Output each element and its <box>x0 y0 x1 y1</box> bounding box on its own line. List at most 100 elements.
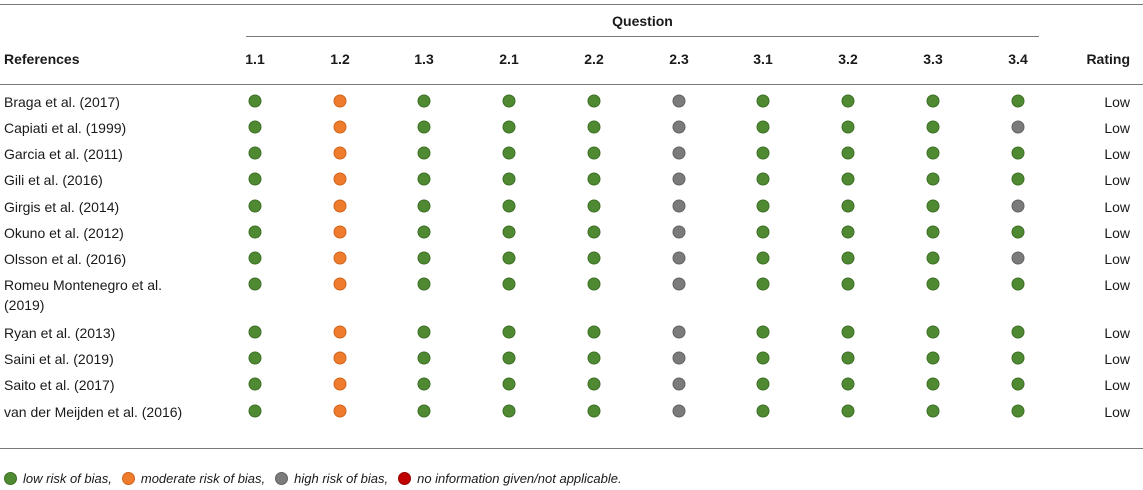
moderate-risk-dot-icon <box>333 94 347 108</box>
low-risk-dot-icon <box>841 351 855 365</box>
rating-cell: Low <box>1104 351 1130 367</box>
legend-item-moderate: moderate risk of bias, <box>121 471 265 486</box>
reference-cell: Gili et al. (2016) <box>4 172 103 188</box>
low-risk-dot-icon <box>841 377 855 391</box>
low-risk-dot-icon <box>417 377 431 391</box>
legend-item-na: no information given/not applicable. <box>398 471 622 486</box>
low-risk-dot-icon <box>502 404 516 418</box>
low-risk-dot-icon <box>502 377 516 391</box>
low-risk-dot-icon <box>756 225 770 239</box>
low-risk-dot-icon <box>926 172 940 186</box>
na-legend-dot-icon <box>398 472 412 485</box>
question-column-header: 3.3 <box>923 51 943 67</box>
high-risk-dot-icon <box>672 225 686 239</box>
low-risk-dot-icon <box>502 146 516 160</box>
low-risk-dot-icon <box>248 251 262 265</box>
low-risk-dot-icon <box>502 225 516 239</box>
low-risk-dot-icon <box>756 172 770 186</box>
low-risk-dot-icon <box>841 404 855 418</box>
low-risk-dot-icon <box>502 277 516 291</box>
low-risk-dot-icon <box>1011 277 1025 291</box>
low-risk-dot-icon <box>756 251 770 265</box>
low-risk-dot-icon <box>756 325 770 339</box>
rating-cell: Low <box>1104 277 1130 293</box>
moderate-risk-dot-icon <box>333 325 347 339</box>
low-risk-dot-icon <box>248 325 262 339</box>
high-risk-dot-icon <box>672 351 686 365</box>
low-risk-dot-icon <box>926 120 940 134</box>
question-column-header: 2.3 <box>669 51 689 67</box>
low-risk-dot-icon <box>926 251 940 265</box>
low-risk-dot-icon <box>756 120 770 134</box>
low-risk-dot-icon <box>841 251 855 265</box>
low-risk-dot-icon <box>926 225 940 239</box>
question-column-header: 1.1 <box>245 51 265 67</box>
low-risk-dot-icon <box>1011 146 1025 160</box>
low-risk-dot-icon <box>587 199 601 213</box>
low-risk-dot-icon <box>248 225 262 239</box>
high-risk-dot-icon <box>1011 120 1025 134</box>
high-risk-dot-icon <box>672 199 686 213</box>
low-risk-dot-icon <box>1011 404 1025 418</box>
low-risk-dot-icon <box>502 351 516 365</box>
low-legend-dot-icon <box>4 472 17 485</box>
reference-cell: Saini et al. (2019) <box>4 351 114 367</box>
moderate-risk-dot-icon <box>333 146 347 160</box>
low-risk-dot-icon <box>248 277 262 291</box>
low-risk-dot-icon <box>756 404 770 418</box>
rating-cell: Low <box>1104 120 1130 136</box>
low-risk-dot-icon <box>587 225 601 239</box>
low-risk-dot-icon <box>417 325 431 339</box>
low-risk-dot-icon <box>926 277 940 291</box>
low-risk-dot-icon <box>587 325 601 339</box>
low-risk-dot-icon <box>417 251 431 265</box>
legend-label: high risk of bias, <box>294 471 389 486</box>
low-risk-dot-icon <box>587 94 601 108</box>
low-risk-dot-icon <box>841 225 855 239</box>
low-risk-dot-icon <box>417 199 431 213</box>
low-risk-dot-icon <box>1011 325 1025 339</box>
moderate-risk-dot-icon <box>333 120 347 134</box>
high-risk-dot-icon <box>1011 199 1025 213</box>
rating-cell: Low <box>1104 225 1130 241</box>
moderate-risk-dot-icon <box>333 277 347 291</box>
header-rule <box>0 84 1143 85</box>
low-risk-dot-icon <box>417 146 431 160</box>
rating-cell: Low <box>1104 325 1130 341</box>
low-risk-dot-icon <box>502 325 516 339</box>
reference-cell: Saito et al. (2017) <box>4 377 115 393</box>
moderate-risk-dot-icon <box>333 351 347 365</box>
high-risk-dot-icon <box>672 377 686 391</box>
legend-item-low: low risk of bias, <box>4 471 112 486</box>
high-risk-dot-icon <box>672 251 686 265</box>
low-risk-dot-icon <box>1011 225 1025 239</box>
low-risk-dot-icon <box>248 377 262 391</box>
question-column-header: 3.4 <box>1008 51 1028 67</box>
low-risk-dot-icon <box>841 94 855 108</box>
moderate-risk-dot-icon <box>333 225 347 239</box>
reference-cell: Girgis et al. (2014) <box>4 199 120 215</box>
low-risk-dot-icon <box>502 120 516 134</box>
low-risk-dot-icon <box>1011 351 1025 365</box>
low-risk-dot-icon <box>248 94 262 108</box>
low-risk-dot-icon <box>587 351 601 365</box>
moderate-legend-dot-icon <box>121 472 135 485</box>
high-legend-dot-icon <box>275 472 289 485</box>
rating-cell: Low <box>1104 172 1130 188</box>
low-risk-dot-icon <box>841 120 855 134</box>
low-risk-dot-icon <box>417 277 431 291</box>
low-risk-dot-icon <box>248 146 262 160</box>
references-header: References <box>4 51 80 67</box>
low-risk-dot-icon <box>587 277 601 291</box>
high-risk-dot-icon <box>672 120 686 134</box>
rating-cell: Low <box>1104 94 1130 110</box>
moderate-risk-dot-icon <box>333 404 347 418</box>
rating-cell: Low <box>1104 146 1130 162</box>
low-risk-dot-icon <box>756 377 770 391</box>
rating-cell: Low <box>1104 251 1130 267</box>
high-risk-dot-icon <box>672 325 686 339</box>
reference-cell: Garcia et al. (2011) <box>4 146 123 162</box>
low-risk-dot-icon <box>926 94 940 108</box>
low-risk-dot-icon <box>926 146 940 160</box>
low-risk-dot-icon <box>926 377 940 391</box>
